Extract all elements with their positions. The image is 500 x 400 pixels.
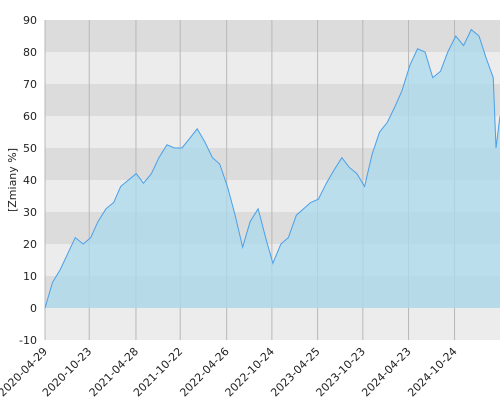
y-tick-label: 30 <box>23 206 37 219</box>
y-tick-label: 20 <box>23 238 37 251</box>
x-tick-label: 2024-10-24 <box>405 345 459 399</box>
area-fill <box>45 29 500 308</box>
y-tick-label: -10 <box>19 334 37 347</box>
y-tick-label: 60 <box>23 110 37 123</box>
y-tick-label: 10 <box>23 270 37 283</box>
background-band <box>45 20 500 52</box>
y-tick-label: 80 <box>23 46 37 59</box>
y-tick-label: 70 <box>23 78 37 91</box>
y-tick-label: 40 <box>23 174 37 187</box>
y-tick-label: 0 <box>30 302 37 315</box>
y-tick-label: 90 <box>23 14 37 27</box>
y-axis-label: [Zmiany %] <box>6 148 19 212</box>
data-line <box>44 28 500 309</box>
background-band <box>45 308 500 340</box>
y-tick-label: 50 <box>23 142 37 155</box>
